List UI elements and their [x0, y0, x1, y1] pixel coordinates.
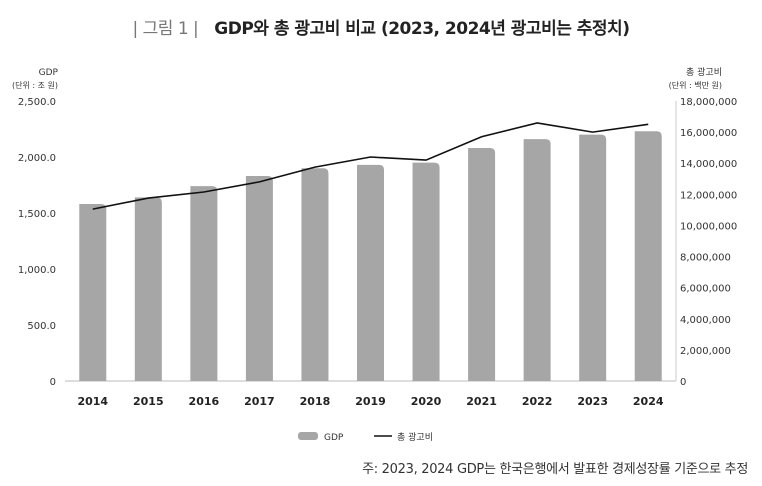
bar-gdp-2018 — [301, 168, 329, 381]
x-tick-label: 2018 — [300, 395, 331, 408]
x-tick-label: 2020 — [411, 395, 442, 408]
title-text: GDP와 총 광고비 비교 (2023, 2024년 광고비는 추정치) — [214, 19, 630, 39]
right-tick-label: 4,000,000 — [680, 315, 731, 326]
left-axis-unit: (단위 : 조 원) — [12, 80, 58, 90]
x-tick-label: 2024 — [633, 395, 664, 408]
left-tick-label: 0 — [50, 377, 56, 388]
legend-label-ad-spend: 총 광고비 — [397, 431, 433, 443]
bar-gdp-2017 — [245, 176, 273, 381]
right-tick-label: 6,000,000 — [680, 284, 731, 295]
left-tick-label: 1,500.0 — [18, 209, 56, 220]
chart-title: | 그림 1 | GDP와 총 광고비 비교 (2023, 2024년 광고비는 … — [0, 14, 762, 39]
left-tick-label: 1,000.0 — [18, 265, 56, 276]
x-tick-label: 2023 — [577, 395, 608, 408]
right-tick-label: 12,000,000 — [680, 190, 737, 201]
bar-gdp-2022 — [523, 139, 551, 381]
right-tick-label: 2,000,000 — [680, 346, 731, 357]
left-tick-label: 500.0 — [27, 321, 56, 332]
bar-gdp-2023 — [579, 134, 607, 381]
x-tick-label: 2021 — [466, 395, 497, 408]
x-tick-label: 2016 — [189, 395, 220, 408]
x-tick-label: 2017 — [244, 395, 275, 408]
bar-gdp-2024 — [634, 131, 662, 381]
right-axis-label: 총 광고비 — [686, 66, 722, 78]
bar-gdp-2014 — [79, 204, 107, 381]
right-tick-label: 18,000,000 — [680, 97, 737, 108]
figure-label: | 그림 1 | — [132, 19, 199, 39]
x-tick-label: 2019 — [355, 395, 386, 408]
legend-label-gdp: GDP — [324, 433, 344, 443]
right-tick-label: 8,000,000 — [680, 253, 731, 264]
right-tick-label: 0 — [680, 377, 686, 388]
left-tick-label: 2,500.0 — [18, 97, 56, 108]
x-tick-label: 2022 — [522, 395, 553, 408]
bar-gdp-2020 — [412, 162, 440, 381]
left-axis-label: GDP — [39, 68, 59, 78]
right-tick-label: 16,000,000 — [680, 128, 737, 139]
bar-gdp-2019 — [357, 164, 384, 381]
x-tick-label: 2015 — [133, 395, 164, 408]
bar-gdp-2015 — [134, 197, 162, 381]
bar-gdp-2021 — [468, 148, 496, 381]
right-tick-label: 14,000,000 — [680, 159, 737, 170]
footnote: 주: 2023, 2024 GDP는 한국은행에서 발표한 경제성장률 기준으로… — [362, 462, 748, 477]
right-axis-unit: (단위 : 백만 원) — [669, 80, 722, 90]
left-tick-label: 2,000.0 — [18, 153, 56, 164]
x-tick-label: 2014 — [77, 395, 108, 408]
legend-swatch-gdp — [298, 432, 318, 440]
right-tick-label: 10,000,000 — [680, 221, 737, 232]
bar-gdp-2016 — [190, 186, 218, 381]
